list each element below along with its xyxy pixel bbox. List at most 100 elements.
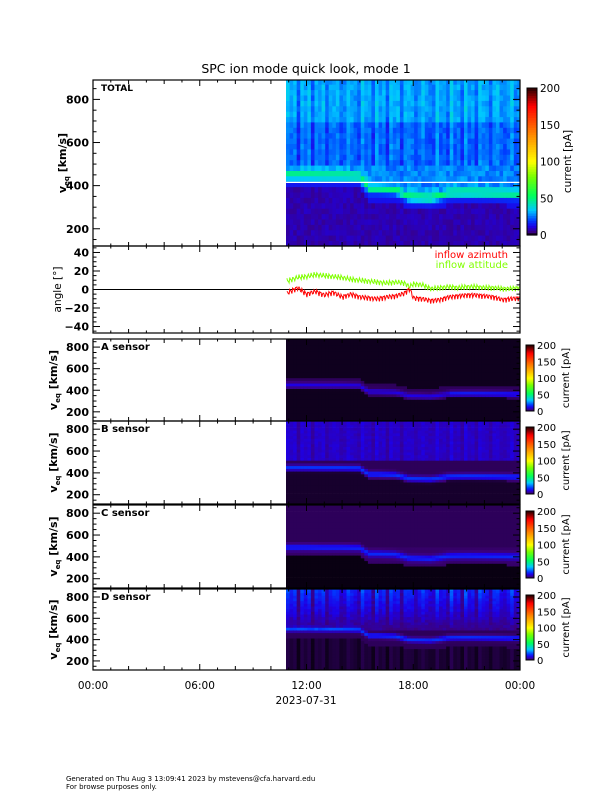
heatmap-cell — [332, 457, 337, 461]
heatmap-cell — [485, 84, 490, 91]
heatmap-cell — [378, 122, 383, 128]
heatmap-cell — [350, 132, 355, 139]
heatmap-cell — [414, 127, 419, 134]
heatmap-cell — [460, 399, 465, 403]
heatmap-cell — [471, 224, 476, 231]
heatmap-cell — [517, 353, 521, 357]
heatmap-cell — [300, 219, 305, 225]
heatmap-cell — [289, 493, 294, 497]
heatmap-cell — [343, 410, 347, 414]
heatmap-cell — [314, 454, 319, 458]
heatmap-cell — [403, 375, 408, 379]
heatmap-cell — [314, 353, 319, 357]
heatmap-cell — [321, 95, 326, 101]
heatmap-cell — [346, 415, 351, 419]
heatmap-cell — [335, 350, 340, 354]
heatmap-cell — [289, 399, 294, 403]
heatmap-cell — [453, 197, 458, 204]
heatmap-cell — [300, 468, 305, 472]
heatmap-cell — [367, 353, 372, 357]
heatmap-cell — [325, 208, 330, 215]
colorbar-segment — [527, 95, 537, 99]
heatmap-cell — [307, 438, 312, 442]
heatmap-cell — [510, 127, 515, 134]
heatmap-cell — [328, 394, 333, 398]
heatmap-cell — [328, 463, 333, 467]
heatmap-cell — [496, 132, 500, 139]
heatmap-cell — [314, 435, 319, 439]
heatmap-cell — [303, 348, 308, 352]
heatmap-cell — [378, 89, 383, 96]
heatmap-cell — [399, 219, 404, 225]
heatmap-cell — [335, 345, 340, 349]
heatmap-cell — [378, 154, 383, 161]
heatmap-cell — [467, 415, 472, 419]
heatmap-cell — [421, 138, 426, 144]
heatmap-cell — [296, 427, 301, 431]
heatmap-cell — [421, 213, 426, 220]
heatmap-cell — [407, 202, 411, 209]
heatmap-cell — [339, 460, 344, 464]
heatmap-cell — [474, 149, 479, 155]
heatmap-cell — [307, 122, 312, 128]
heatmap-cell — [439, 181, 443, 188]
heatmap-cell — [499, 138, 504, 144]
heatmap-cell — [506, 380, 511, 384]
heatmap-cell — [464, 364, 468, 368]
heatmap-cell — [456, 154, 461, 161]
heatmap-cell — [364, 154, 369, 161]
heatmap-cell — [407, 372, 411, 376]
heatmap-cell — [335, 471, 340, 475]
heatmap-cell — [481, 345, 486, 349]
heatmap-cell — [439, 202, 443, 209]
heatmap-cell — [481, 348, 486, 352]
heatmap-cell — [321, 415, 326, 419]
heatmap-cell — [481, 415, 486, 419]
heatmap-cell — [343, 235, 347, 241]
heatmap-cell — [357, 418, 362, 422]
heatmap-cell — [310, 80, 315, 85]
heatmap-cell — [303, 235, 308, 241]
heatmap-cell — [289, 149, 294, 155]
heatmap-cell — [300, 175, 305, 182]
heatmap-cell — [346, 369, 351, 373]
heatmap-cell — [318, 446, 323, 450]
heatmap-cell — [300, 424, 305, 428]
heatmap-cell — [335, 460, 340, 464]
heatmap-cell — [407, 186, 411, 193]
heatmap-cell — [467, 165, 472, 171]
heatmap-cell — [488, 402, 493, 406]
heatmap-cell — [506, 175, 511, 182]
heatmap-cell — [453, 339, 458, 341]
heatmap-cell — [513, 149, 518, 155]
heatmap-cell — [296, 367, 301, 371]
heatmap-cell — [399, 356, 404, 360]
heatmap-cell — [460, 402, 465, 406]
heatmap-cell — [325, 415, 330, 419]
heatmap-cell — [513, 339, 518, 341]
heatmap-cell — [310, 482, 315, 486]
heatmap-cell — [286, 202, 290, 209]
heatmap-cell — [474, 186, 479, 193]
heatmap-cell — [456, 339, 461, 341]
heatmap-cell — [346, 154, 351, 161]
heatmap-cell — [357, 175, 362, 182]
heatmap-cell — [293, 342, 298, 346]
heatmap-cell — [303, 422, 308, 426]
heatmap-cell — [339, 385, 344, 389]
heatmap-cell — [392, 377, 397, 381]
heatmap-cell — [417, 364, 422, 368]
heatmap-cell — [499, 159, 504, 166]
heatmap-cell — [325, 197, 330, 204]
heatmap-cell — [303, 487, 308, 491]
heatmap-cell — [510, 367, 515, 371]
heatmap-cell — [321, 490, 326, 494]
heatmap-cell — [488, 229, 493, 236]
heatmap-cell — [343, 402, 347, 406]
heatmap-cell — [506, 345, 511, 349]
heatmap-cell — [488, 149, 493, 155]
heatmap-cell — [421, 84, 426, 91]
heatmap-cell — [314, 396, 319, 400]
heatmap-cell — [414, 353, 419, 357]
heatmap-cell — [456, 342, 461, 346]
